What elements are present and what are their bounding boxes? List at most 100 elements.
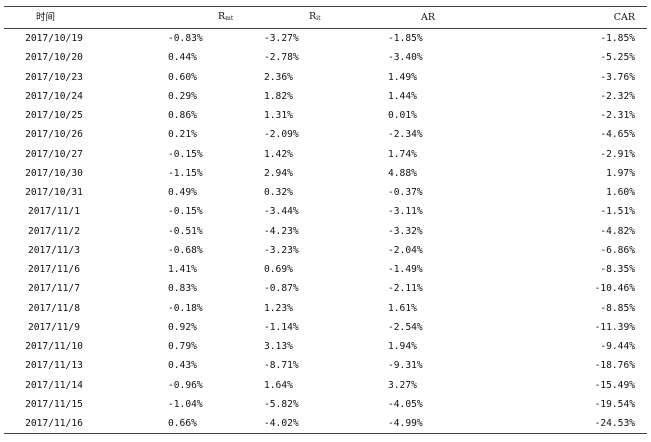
cell-rit: -5.82% (264, 398, 299, 410)
table-row: 2017/10/19 -0.83% -3.27% -1.85% -1.85% (4, 29, 647, 49)
cell-rmt: -0.15% (168, 206, 203, 218)
header-rmt-main: R (218, 11, 226, 22)
cell-ar: 1.94% (388, 341, 417, 353)
cell-ar: 1.49% (388, 71, 417, 83)
cell-rit: 1.23% (264, 302, 293, 314)
table-header: 时间 Rmt Rit AR CAR (4, 7, 647, 29)
cell-rit: -0.87% (264, 283, 299, 295)
table-row: 2017/10/31 0.49% 0.32% -0.37% 1.60% (4, 183, 647, 202)
table-row: 2017/11/3 -0.68% -3.23% -2.04% -6.86% (4, 241, 647, 260)
cell-car: -5.25% (600, 52, 635, 64)
cell-car: -10.46% (594, 283, 635, 295)
cell-car: -15.49% (594, 379, 635, 391)
cell-ar: 1.44% (388, 90, 417, 102)
table-row: 2017/11/6 1.41% 0.69% -1.49% -8.35% (4, 260, 647, 279)
cell-date: 2017/11/16 (25, 418, 83, 430)
cell-rit: 1.42% (264, 148, 293, 160)
cell-date: 2017/10/20 (25, 52, 83, 64)
cell-rmt: -0.18% (168, 302, 203, 314)
cell-rmt: 0.66% (168, 418, 197, 430)
cell-car: -2.31% (600, 110, 635, 122)
cell-ar: -3.32% (388, 225, 423, 237)
cell-car: -24.53% (594, 418, 635, 430)
table-row: 2017/11/14 -0.96% 1.64% 3.27% -15.49% (4, 376, 647, 395)
cell-rmt: 0.92% (168, 321, 197, 333)
cell-rmt: 0.44% (168, 52, 197, 64)
cell-ar: -0.37% (388, 187, 423, 199)
table-row: 2017/11/16 0.66% -4.02% -4.99% -24.53% (4, 414, 647, 433)
cell-ar: 0.01% (388, 110, 417, 122)
cell-rmt: 1.41% (168, 264, 197, 276)
table-row: 2017/11/13 0.43% -8.71% -9.31% -18.76% (4, 356, 647, 375)
cell-ar: -2.34% (388, 129, 423, 141)
cell-car: 1.60% (606, 187, 635, 199)
cell-rit: 1.31% (264, 110, 293, 122)
cell-date: 2017/11/13 (25, 360, 83, 372)
cell-date: 2017/11/3 (28, 244, 80, 256)
cell-ar: -4.05% (388, 398, 423, 410)
cell-car: -11.39% (594, 321, 635, 333)
table-row: 2017/10/25 0.86% 1.31% 0.01% -2.31% (4, 106, 647, 125)
cell-date: 2017/10/31 (25, 187, 83, 199)
header-rmt: Rmt (110, 7, 233, 29)
table-row: 2017/11/15 -1.04% -5.82% -4.05% -19.54% (4, 395, 647, 414)
cell-ar: 3.27% (388, 379, 417, 391)
cell-rmt: -0.51% (168, 225, 203, 237)
cell-date: 2017/11/6 (28, 264, 80, 276)
table-row: 2017/11/10 0.79% 3.13% 1.94% -9.44% (4, 337, 647, 356)
cell-date: 2017/11/10 (25, 341, 83, 353)
table-row: 2017/11/9 0.92% -1.14% -2.54% -11.39% (4, 318, 647, 337)
cell-rmt: 0.49% (168, 187, 197, 199)
cell-car: -6.86% (600, 244, 635, 256)
cell-rit: -4.23% (264, 225, 299, 237)
cell-date: 2017/11/2 (28, 225, 80, 237)
cell-rmt: -1.15% (168, 167, 203, 179)
cell-rmt: 0.43% (168, 360, 197, 372)
cell-rit: 3.13% (264, 341, 293, 353)
cell-ar: -9.31% (388, 360, 423, 372)
cell-car: -4.82% (600, 225, 635, 237)
cell-ar: -2.54% (388, 321, 423, 333)
cell-rmt: 0.60% (168, 71, 197, 83)
cell-rmt: -0.15% (168, 148, 203, 160)
cell-car: -9.44% (600, 341, 635, 353)
table-row: 2017/10/20 0.44% -2.78% -3.40% -5.25% (4, 48, 647, 67)
table-row: 2017/10/23 0.60% 2.36% 1.49% -3.76% (4, 68, 647, 87)
cell-ar: 1.74% (388, 148, 417, 160)
cell-ar: -2.04% (388, 244, 423, 256)
cell-rmt: -0.83% (168, 33, 203, 45)
cell-rit: 0.69% (264, 264, 293, 276)
cell-car: -3.76% (600, 71, 635, 83)
cell-date: 2017/11/1 (28, 206, 80, 218)
cell-rit: -1.14% (264, 321, 299, 333)
cell-rmt: 0.79% (168, 341, 197, 353)
cell-ar: -1.49% (388, 264, 423, 276)
cell-rmt: 0.29% (168, 90, 197, 102)
cell-rmt: -0.68% (168, 244, 203, 256)
cell-ar: -2.11% (388, 283, 423, 295)
table-row: 2017/10/27 -0.15% 1.42% 1.74% -2.91% (4, 145, 647, 164)
header-rit-main: R (309, 11, 317, 22)
cell-rit: 1.64% (264, 379, 293, 391)
cell-date: 2017/11/14 (25, 379, 83, 391)
cell-car: -8.85% (600, 302, 635, 314)
cell-rit: -4.02% (264, 418, 299, 430)
cell-date: 2017/10/30 (25, 167, 83, 179)
table-row: 2017/10/24 0.29% 1.82% 1.44% -2.32% (4, 87, 647, 106)
cell-ar: -3.40% (388, 52, 423, 64)
cell-car: -8.35% (600, 264, 635, 276)
cell-rmt: 0.83% (168, 283, 197, 295)
cell-car: 1.97% (606, 167, 635, 179)
cell-car: -1.85% (600, 33, 635, 45)
cell-date: 2017/10/26 (25, 129, 83, 141)
cell-car: -4.65% (600, 129, 635, 141)
cell-rit: -8.71% (264, 360, 299, 372)
table-row: 2017/11/1 -0.15% -3.44% -3.11% -1.51% (4, 202, 647, 221)
cell-rit: 0.32% (264, 187, 293, 199)
cell-car: -19.54% (594, 398, 635, 410)
cell-rmt: 0.21% (168, 129, 197, 141)
header-rit-sub: it (316, 15, 321, 22)
cell-ar: 1.61% (388, 302, 417, 314)
cell-ar: 4.88% (388, 167, 417, 179)
cell-rmt: -0.96% (168, 379, 203, 391)
